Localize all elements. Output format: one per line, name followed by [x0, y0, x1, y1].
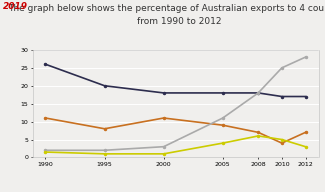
China [44, 149, 47, 151]
Japan [221, 92, 225, 94]
Japan [44, 63, 47, 65]
Japan [256, 92, 260, 94]
Text: The graph below shows the percentage of Australian exports to 4 countries: The graph below shows the percentage of … [8, 4, 325, 13]
India [256, 135, 260, 137]
Japan [304, 95, 307, 98]
US [280, 142, 284, 144]
India [304, 146, 307, 148]
US [221, 124, 225, 126]
Japan [280, 95, 284, 98]
India [280, 138, 284, 141]
Line: US: US [45, 117, 306, 144]
China [304, 56, 307, 58]
China [162, 146, 166, 148]
US [103, 128, 107, 130]
US [44, 117, 47, 119]
Line: Japan: Japan [45, 63, 306, 98]
Line: China: China [45, 56, 306, 151]
Text: from 1990 to 2012: from 1990 to 2012 [136, 17, 221, 26]
Japan [103, 85, 107, 87]
Japan [162, 92, 166, 94]
US [304, 131, 307, 133]
US [256, 131, 260, 133]
Legend: Japan, US, China, India: Japan, US, China, India [111, 191, 240, 192]
India [162, 153, 166, 155]
India [44, 151, 47, 153]
China [221, 117, 225, 119]
China [280, 67, 284, 69]
India [103, 153, 107, 155]
Line: India: India [45, 135, 306, 155]
US [162, 117, 166, 119]
India [221, 142, 225, 144]
China [256, 92, 260, 94]
China [103, 149, 107, 151]
Text: 2019: 2019 [3, 2, 28, 11]
